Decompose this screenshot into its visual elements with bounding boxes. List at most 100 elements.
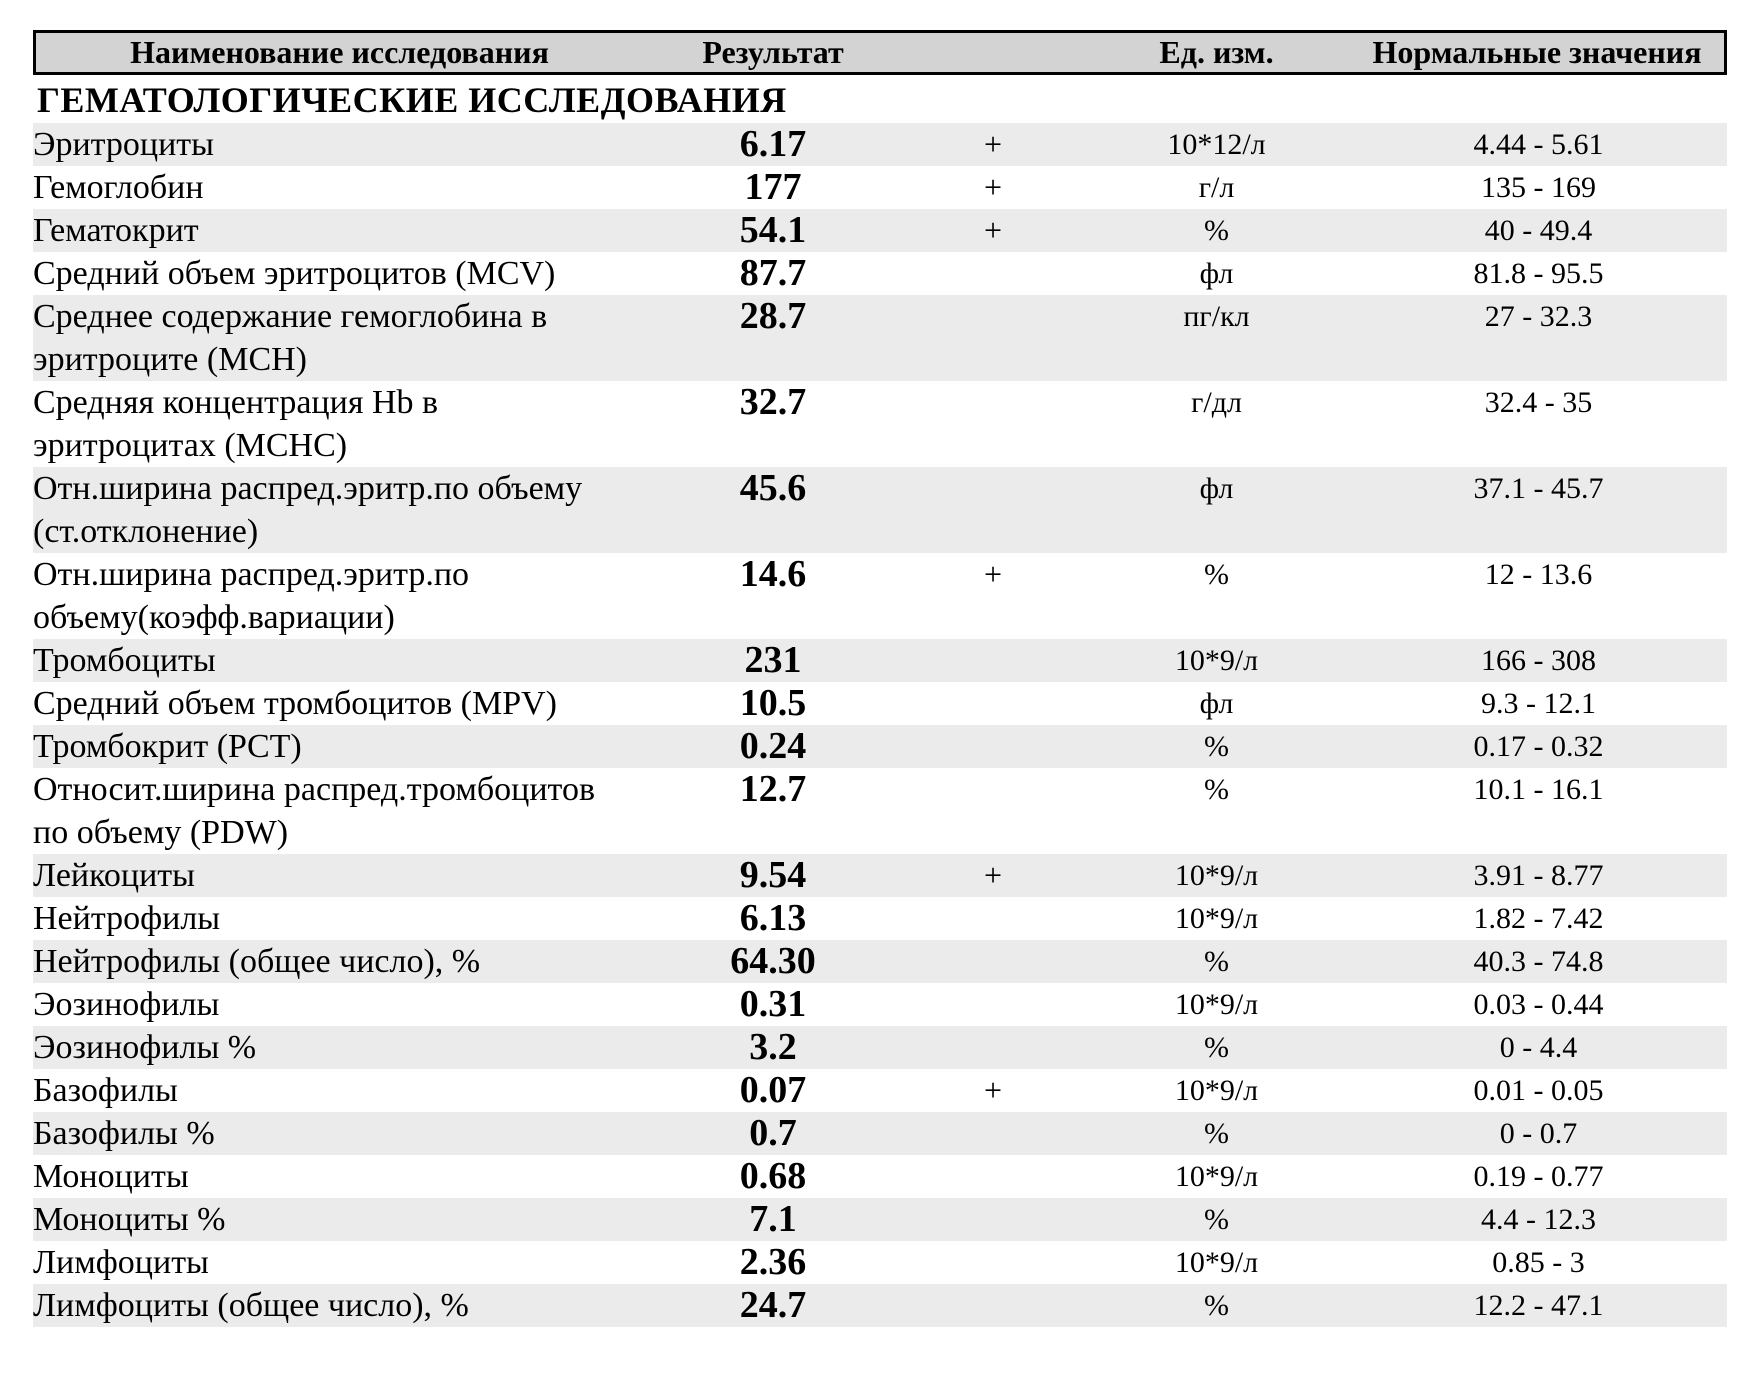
test-result-cell: 177 bbox=[744, 166, 802, 208]
normal-range-cell: 0 - 4.4 bbox=[1499, 1031, 1578, 1064]
table-row: Эритроциты 6.17 + 10*12/л 4.44 - 5.61 bbox=[33, 123, 1727, 166]
test-name-cell: Средний объем тромбоцитов (MPV) bbox=[33, 685, 557, 722]
test-name-cell: Эозинофилы % bbox=[33, 1029, 257, 1066]
abnormal-flag-cell bbox=[903, 381, 1083, 467]
table-row: Средняя концентрация Hb в эритроцитах (M… bbox=[33, 381, 1727, 467]
test-result-cell: 231 bbox=[744, 639, 802, 681]
test-result-cell: 2.36 bbox=[739, 1241, 807, 1283]
table-row: Лейкоциты 9.54 + 10*9/л 3.91 - 8.77 bbox=[33, 854, 1727, 897]
test-name-cell: Относит.ширина распред.тромбоцитов по об… bbox=[33, 771, 596, 851]
test-name-cell: Тромбокрит (PCT) bbox=[33, 728, 302, 765]
test-result-cell: 0.68 bbox=[739, 1155, 807, 1197]
normal-range-cell: 135 - 169 bbox=[1481, 171, 1596, 204]
test-result-cell: 3.2 bbox=[749, 1026, 797, 1068]
normal-range-cell: 0.17 - 0.32 bbox=[1473, 730, 1604, 763]
table-row: Гематокрит 54.1 + % 40 - 49.4 bbox=[33, 209, 1727, 252]
test-units-cell: % bbox=[1204, 1203, 1229, 1236]
table-row: Эозинофилы % 3.2 % 0 - 4.4 bbox=[33, 1026, 1727, 1069]
abnormal-flag-cell bbox=[903, 639, 1083, 682]
test-units-cell: % bbox=[1204, 1289, 1229, 1322]
table-row: Относит.ширина распред.тромбоцитов по об… bbox=[33, 768, 1727, 854]
column-header-units: Ед. изм. bbox=[1159, 34, 1274, 70]
normal-range-cell: 1.82 - 7.42 bbox=[1473, 902, 1604, 935]
normal-range-cell: 40.3 - 74.8 bbox=[1473, 945, 1604, 978]
table-row: Эозинофилы 0.31 10*9/л 0.03 - 0.44 bbox=[33, 983, 1727, 1026]
normal-range-cell: 166 - 308 bbox=[1481, 644, 1596, 677]
test-result-cell: 14.6 bbox=[739, 553, 807, 595]
abnormal-flag-cell bbox=[903, 1112, 1083, 1155]
table-row: Тромбоциты 231 10*9/л 166 - 308 bbox=[33, 639, 1727, 682]
test-name-cell: Средний объем эритроцитов (MCV) bbox=[33, 255, 556, 292]
test-result-cell: 0.24 bbox=[739, 725, 807, 767]
test-result-cell: 54.1 bbox=[739, 209, 807, 251]
normal-range-cell: 0.01 - 0.05 bbox=[1473, 1074, 1604, 1107]
test-name-cell: Отн.ширина распред.эритр.по объему (ст.о… bbox=[33, 470, 583, 550]
abnormal-flag-cell bbox=[903, 252, 1083, 295]
test-result-cell: 9.54 bbox=[739, 854, 807, 896]
test-units-cell: 10*9/л bbox=[1174, 902, 1259, 935]
section-title: ГЕМАТОЛОГИЧЕСКИЕ ИССЛЕДОВАНИЯ bbox=[37, 80, 787, 120]
test-name-cell: Базофилы % bbox=[33, 1115, 215, 1152]
test-name-cell: Отн.ширина распред.эритр.по объему(коэфф… bbox=[33, 556, 470, 636]
table-row: Среднее содержание гемоглобина в эритроц… bbox=[33, 295, 1727, 381]
abnormal-flag-cell bbox=[903, 1241, 1083, 1284]
test-name-cell: Эозинофилы bbox=[33, 986, 220, 1023]
abnormal-flag-cell bbox=[903, 897, 1083, 940]
normal-range-cell: 32.4 - 35 bbox=[1484, 386, 1593, 419]
abnormal-flag-cell bbox=[903, 1198, 1083, 1241]
test-result-cell: 0.7 bbox=[749, 1112, 797, 1154]
test-result-cell: 6.17 bbox=[739, 123, 807, 165]
normal-range-cell: 27 - 32.3 bbox=[1484, 300, 1593, 333]
normal-range-cell: 37.1 - 45.7 bbox=[1473, 472, 1604, 505]
table-header-row: Наименование исследования Результат Ед. … bbox=[33, 30, 1727, 75]
test-result-cell: 0.31 bbox=[739, 983, 807, 1025]
test-name-cell: Нейтрофилы (общее число), % bbox=[33, 943, 481, 980]
abnormal-flag-cell bbox=[903, 1026, 1083, 1069]
table-row: Лимфоциты 2.36 10*9/л 0.85 - 3 bbox=[33, 1241, 1727, 1284]
abnormal-flag-cell: + bbox=[983, 126, 1003, 162]
test-units-cell: 10*9/л bbox=[1174, 1246, 1259, 1279]
test-name-cell: Гематокрит bbox=[33, 212, 199, 249]
normal-range-cell: 12.2 - 47.1 bbox=[1473, 1289, 1604, 1322]
normal-range-cell: 10.1 - 16.1 bbox=[1473, 773, 1604, 806]
test-result-cell: 87.7 bbox=[739, 252, 807, 294]
column-header-result: Результат bbox=[702, 34, 844, 70]
test-name-cell: Лимфоциты bbox=[33, 1244, 209, 1281]
lab-report-page: Наименование исследования Результат Ед. … bbox=[33, 30, 1727, 1327]
abnormal-flag-cell: + bbox=[983, 1072, 1003, 1108]
test-units-cell: 10*9/л bbox=[1174, 859, 1259, 892]
table-row: Нейтрофилы 6.13 10*9/л 1.82 - 7.42 bbox=[33, 897, 1727, 940]
test-units-cell: 10*9/л bbox=[1174, 1074, 1259, 1107]
test-units-cell: % bbox=[1204, 1031, 1229, 1064]
table-row: Моноциты % 7.1 % 4.4 - 12.3 bbox=[33, 1198, 1727, 1241]
column-header-normal: Нормальные значения bbox=[1372, 34, 1702, 70]
test-name-cell: Тромбоциты bbox=[33, 642, 216, 679]
table-row: Базофилы % 0.7 % 0 - 0.7 bbox=[33, 1112, 1727, 1155]
test-name-cell: Среднее содержание гемоглобина в эритроц… bbox=[33, 298, 548, 378]
test-units-cell: фл bbox=[1199, 257, 1234, 290]
test-result-cell: 10.5 bbox=[739, 682, 807, 724]
table-row: Тромбокрит (PCT) 0.24 % 0.17 - 0.32 bbox=[33, 725, 1727, 768]
test-units-cell: % bbox=[1204, 558, 1229, 591]
normal-range-cell: 0 - 0.7 bbox=[1499, 1117, 1578, 1150]
abnormal-flag-cell bbox=[903, 940, 1083, 983]
test-units-cell: 10*9/л bbox=[1174, 988, 1259, 1021]
test-result-cell: 45.6 bbox=[739, 467, 807, 509]
abnormal-flag-cell bbox=[903, 1284, 1083, 1327]
test-name-cell: Лимфоциты (общее число), % bbox=[33, 1287, 469, 1324]
normal-range-cell: 4.4 - 12.3 bbox=[1481, 1203, 1596, 1236]
abnormal-flag-cell bbox=[903, 725, 1083, 768]
test-name-cell: Нейтрофилы bbox=[33, 900, 221, 937]
test-units-cell: фл bbox=[1199, 687, 1234, 720]
test-units-cell: фл bbox=[1199, 472, 1234, 505]
test-name-cell: Моноциты bbox=[33, 1158, 189, 1195]
test-result-cell: 0.07 bbox=[739, 1069, 807, 1111]
table-row: Нейтрофилы (общее число), % 64.30 % 40.3… bbox=[33, 940, 1727, 983]
test-units-cell: % bbox=[1204, 730, 1229, 763]
test-units-cell: пг/кл bbox=[1183, 300, 1250, 333]
test-result-cell: 28.7 bbox=[739, 295, 807, 337]
test-result-cell: 32.7 bbox=[739, 381, 807, 423]
table-row: Базофилы 0.07 + 10*9/л 0.01 - 0.05 bbox=[33, 1069, 1727, 1112]
test-name-cell: Гемоглобин bbox=[33, 169, 204, 206]
test-units-cell: г/дл bbox=[1191, 386, 1242, 419]
